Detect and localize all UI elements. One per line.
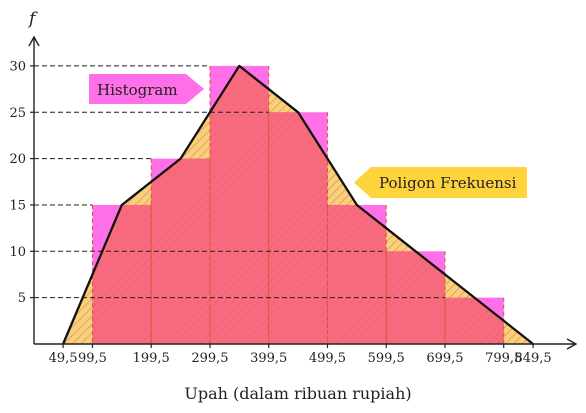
x-tick-label: 49,5 bbox=[49, 351, 78, 366]
histogram-callout-box bbox=[89, 74, 204, 104]
y-tick-label: 15 bbox=[9, 198, 26, 213]
x-axis-label: Upah (dalam ribuan rupiah) bbox=[184, 384, 411, 403]
tick-labels-layer: 5 10 15 20 25 30 49,5 99,5 199,5 299,5 399,5 499,5 5… bbox=[9, 59, 551, 366]
polygon-line-layer bbox=[62, 64, 534, 345]
y-tick-label: 10 bbox=[9, 245, 26, 260]
polygon-line bbox=[62, 64, 534, 345]
x-tick-label: 499,5 bbox=[309, 351, 346, 366]
x-tick-label: 199,5 bbox=[133, 351, 170, 366]
y-axis-arrow bbox=[28, 35, 40, 47]
y-tick-label: 20 bbox=[9, 152, 26, 167]
x-tick-label: 599,5 bbox=[368, 351, 405, 366]
axes-layer bbox=[28, 35, 578, 350]
x-tick-label: 849,5 bbox=[514, 351, 551, 366]
x-tick-label: 399,5 bbox=[250, 351, 287, 366]
x-tick-label: 99,5 bbox=[78, 351, 107, 366]
y-tick-label: 25 bbox=[9, 106, 26, 121]
x-axis-arrow bbox=[566, 338, 578, 350]
polygon-callout-label: Poligon Frekuensi bbox=[379, 174, 517, 192]
y-tick-label: 30 bbox=[9, 59, 26, 74]
guide-lines-layer bbox=[34, 65, 505, 344]
polygon-hatch bbox=[63, 65, 534, 345]
histogram-callout: Histogram bbox=[89, 74, 204, 104]
y-tick-label: 5 bbox=[18, 291, 26, 306]
histogram-callout-label: Histogram bbox=[97, 81, 178, 99]
y-axis-symbol: f bbox=[27, 9, 38, 29]
x-tick-label: 799,5 bbox=[485, 351, 522, 366]
x-tick-label: 299,5 bbox=[191, 351, 228, 366]
polygon-callout: Poligon Frekuensi bbox=[354, 167, 527, 198]
polygon-callout-box bbox=[354, 167, 527, 198]
x-tick-label: 699,5 bbox=[426, 351, 463, 366]
hatch-layer bbox=[63, 65, 534, 345]
